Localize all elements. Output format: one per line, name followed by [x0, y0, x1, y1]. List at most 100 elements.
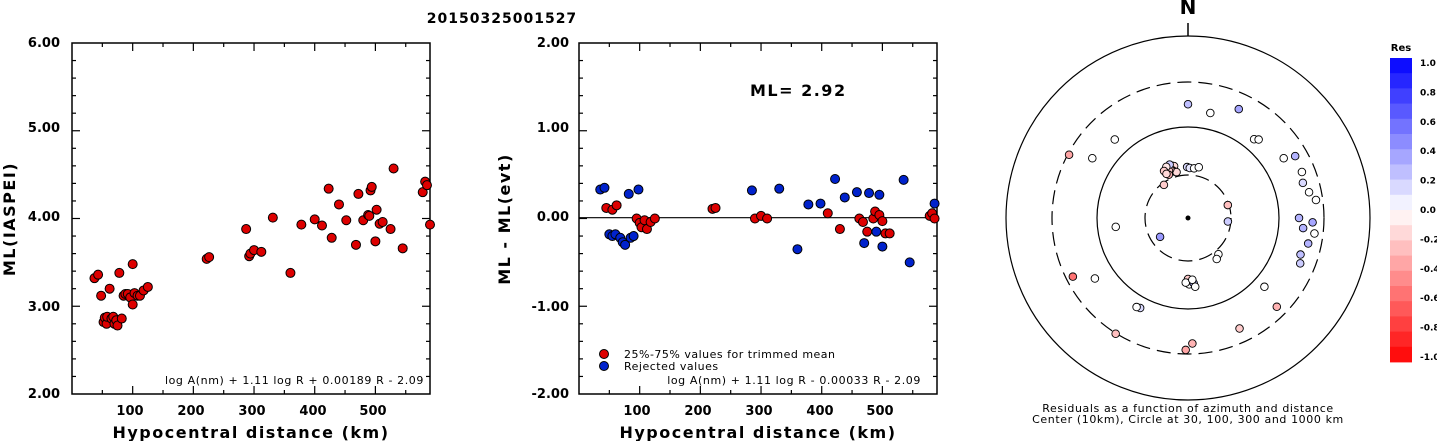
station-marker: [1206, 108, 1215, 118]
xtick-label: 400: [806, 404, 833, 419]
data-point-rejected: [815, 198, 826, 209]
colorbar-cell: [1390, 316, 1412, 332]
colorbar-cell: [1390, 164, 1412, 180]
data-point-rejected: [864, 188, 875, 199]
data-point: [388, 163, 399, 174]
station-marker: [1111, 329, 1120, 339]
colorbar-cell: [1390, 210, 1412, 226]
data-point-rejected: [803, 199, 814, 210]
data-point-rejected: [774, 183, 785, 194]
colorbar-tick-label: -0.4: [1420, 265, 1437, 275]
xtick-label: 300: [238, 404, 265, 419]
colorbar-cell: [1390, 301, 1412, 317]
xtick-label: 100: [623, 404, 650, 419]
data-point: [114, 267, 125, 278]
station-marker: [1304, 188, 1314, 197]
data-point-trimmed: [710, 202, 721, 213]
colorbar-cell: [1390, 194, 1412, 211]
station-marker: [1303, 239, 1313, 248]
data-point: [421, 180, 432, 191]
station-marker: [1294, 213, 1304, 223]
station-marker: [1188, 339, 1197, 348]
data-point-trimmed: [762, 213, 773, 224]
station-marker: [1310, 229, 1319, 238]
data-point-rejected: [898, 174, 909, 185]
colorbar-cell: [1390, 240, 1412, 256]
ytick-label: 3.00: [28, 300, 60, 315]
ring-100km: [1096, 126, 1280, 310]
ytick-label: 6.00: [28, 36, 60, 51]
data-point-rejected: [792, 244, 803, 255]
colorbar-cell: [1390, 286, 1412, 302]
data-point-rejected: [599, 182, 610, 193]
station-marker: [1311, 195, 1321, 205]
data-point: [267, 212, 278, 223]
ytick-label: 5.00: [28, 121, 60, 136]
xtick-label: 200: [177, 404, 204, 419]
data-point-trimmed: [822, 208, 833, 219]
ring-30km: [1144, 174, 1232, 262]
ytick-label: 4.00: [28, 210, 60, 225]
data-point: [127, 259, 138, 270]
station-marker: [1290, 151, 1300, 161]
ytick-label: 0.00: [537, 210, 569, 225]
station-marker: [1110, 135, 1120, 144]
data-point-trimmed: [862, 226, 873, 237]
x-axis-label: Hypocentral distance (km): [619, 423, 896, 441]
station-marker: [1183, 99, 1193, 109]
y-axis-label: ML - ML(evt): [495, 153, 514, 285]
colorbar-cell: [1390, 270, 1412, 287]
station-marker: [1090, 274, 1100, 283]
station-marker: [1212, 254, 1221, 264]
xtick-label: 300: [745, 404, 772, 419]
colorbar-tick-label: 0.4: [1420, 147, 1436, 157]
data-point: [285, 267, 296, 278]
data-point: [104, 283, 115, 294]
ytick-label: 2.00: [537, 36, 569, 51]
station-marker: [1254, 135, 1263, 144]
station-marker: [1298, 223, 1308, 233]
colorbar-tick-label: 0.0: [1420, 206, 1436, 216]
data-point: [96, 290, 107, 301]
residual-colorbar: Res 1.0 0.8 0.6 0.4 0.2 0.0 -0.2 -0.4 -0.6 -0.8 -1…: [1390, 43, 1437, 363]
data-point-rejected: [623, 188, 634, 199]
ytick-label: -1.00: [532, 300, 569, 315]
station-marker: [1181, 345, 1190, 355]
data-point: [142, 281, 153, 292]
data-point: [333, 199, 344, 210]
station-marker: [1188, 275, 1197, 284]
data-point: [309, 214, 320, 225]
xtick-label: 200: [684, 404, 711, 419]
data-point-trimmed: [857, 217, 868, 228]
data-point: [316, 220, 327, 231]
ytick-label: 2.00: [28, 387, 60, 402]
north-label: N: [1180, 0, 1197, 19]
station-marker: [1068, 272, 1078, 281]
station-marker: [1272, 302, 1282, 312]
xtick-label: 500: [359, 404, 386, 419]
colorbar-cell: [1390, 331, 1412, 348]
data-point-rejected: [904, 257, 915, 268]
data-point-trimmed: [884, 228, 895, 239]
data-point-trimmed: [877, 216, 888, 227]
data-point: [385, 224, 396, 235]
station-marker: [1190, 282, 1200, 292]
colorbar-cell: [1390, 179, 1412, 196]
data-point-trimmed: [929, 213, 940, 224]
data-point-rejected: [851, 187, 862, 198]
x-axis-label: Hypocentral distance (km): [112, 423, 389, 441]
station-marker: [1296, 250, 1305, 259]
y-axis-label: ML(IASPEI): [0, 162, 19, 276]
colorbar-tick-label: -0.6: [1420, 294, 1437, 304]
xtick-label: 400: [299, 404, 326, 419]
caption-line-2: Center (10km), Circle at 30, 100, 300 an…: [1032, 413, 1344, 426]
legend-label-rejected: Rejected values: [624, 360, 719, 373]
station-marker: [1159, 180, 1169, 190]
data-point: [350, 239, 361, 250]
tick-marks: [72, 43, 430, 394]
ring-300km: [1051, 81, 1325, 355]
station-marker: [1298, 178, 1308, 188]
figure-title: 20150325001527: [427, 11, 577, 27]
colorbar-tick-label: 0.2: [1420, 177, 1436, 187]
xtick-label: 100: [116, 404, 143, 419]
